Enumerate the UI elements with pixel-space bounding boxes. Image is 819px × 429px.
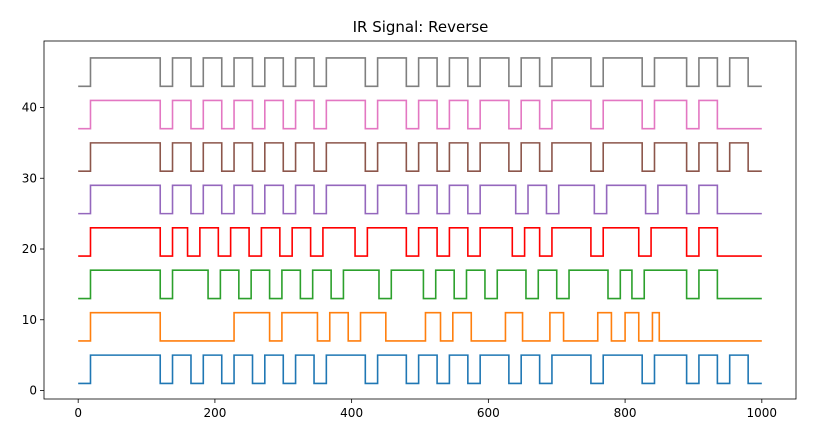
- chart-title: IR Signal: Reverse: [353, 18, 489, 36]
- signal-series-line-4: [78, 184, 762, 215]
- signal-series-line-0: [78, 354, 762, 385]
- plot-frame: [43, 40, 797, 400]
- y-tick-label: 20: [22, 242, 37, 256]
- x-tick-label: 600: [477, 406, 500, 420]
- y-axis-ticks: 0 10 20 30 40: [22, 101, 44, 398]
- x-tick-label: 400: [340, 406, 363, 420]
- y-tick-label: 40: [22, 101, 37, 115]
- signal-series-line-2: [78, 269, 762, 300]
- y-tick-label: 10: [22, 313, 37, 327]
- y-tick-label: 0: [29, 384, 37, 398]
- signal-series-line-5: [78, 142, 762, 172]
- x-tick-label: 1000: [747, 406, 778, 420]
- x-tick-label: 0: [74, 406, 82, 420]
- signal-series-line-1: [78, 311, 762, 342]
- x-tick-label: 800: [614, 406, 637, 420]
- x-tick-label: 200: [203, 406, 226, 420]
- signal-series-line-7: [78, 57, 762, 88]
- signal-series-line-3: [78, 226, 762, 257]
- plot-lines: [78, 57, 762, 385]
- x-axis-ticks: 0 200 400 600 800 1000: [74, 399, 777, 420]
- signal-series-line-6: [78, 99, 762, 130]
- y-tick-label: 30: [22, 171, 37, 185]
